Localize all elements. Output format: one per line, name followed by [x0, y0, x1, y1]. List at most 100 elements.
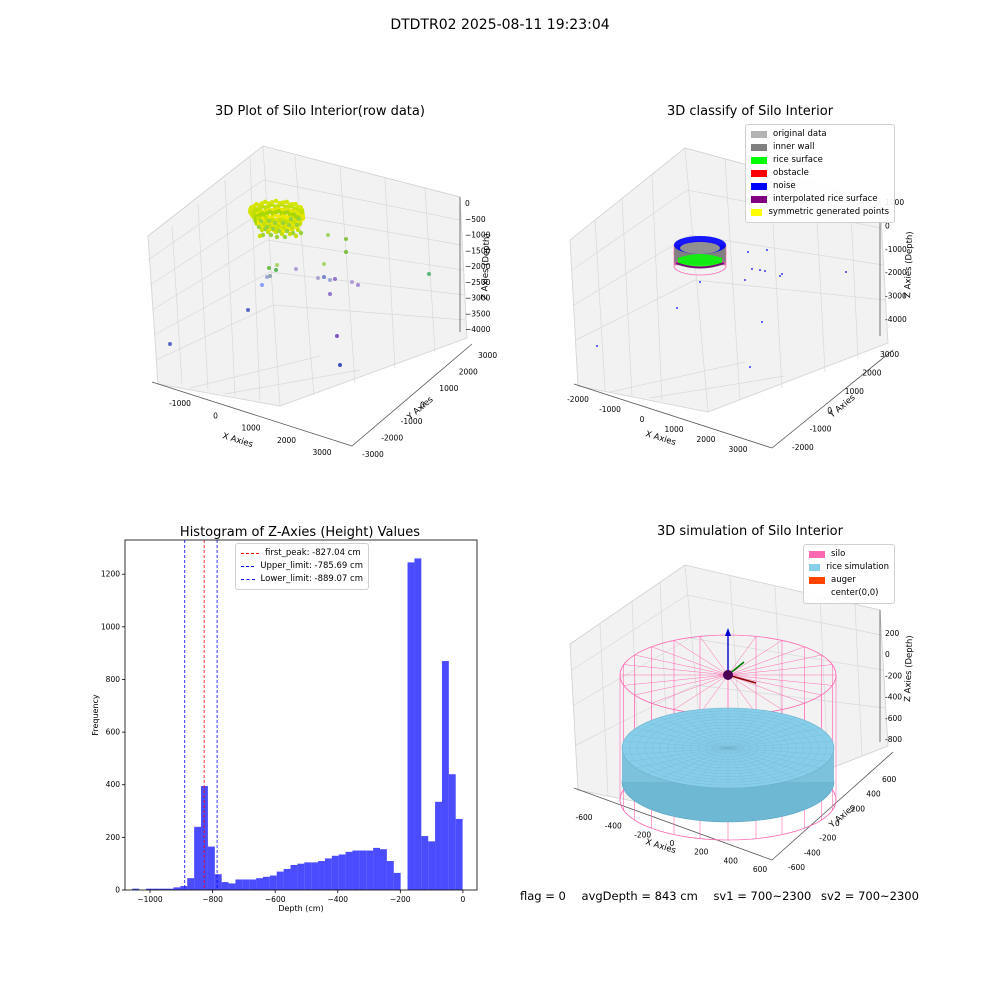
surface-point [263, 215, 269, 221]
rice-mesh-spoke [628, 747, 729, 762]
histogram-bar [345, 851, 353, 890]
x-tick-label: 0 [461, 895, 466, 904]
histogram-x-axis-label: Depth (cm) [278, 904, 323, 913]
histogram-bar [448, 774, 456, 890]
noise-point [845, 271, 847, 273]
rice-mesh-spoke [646, 747, 729, 774]
histogram-bar [331, 855, 339, 890]
legend-label: auger [831, 575, 856, 585]
rice-mesh-spoke [691, 710, 729, 749]
legend-entry: center(0,0) [809, 587, 889, 600]
scatter-point [344, 237, 348, 241]
rice-mesh-spoke [659, 717, 729, 749]
surface-point [274, 234, 280, 240]
silo-top-spoke [727, 636, 757, 676]
simulation-panel-title: 3D simulation of Silo Interior [657, 524, 843, 539]
raw-surface-cluster [247, 198, 306, 240]
surface-point [284, 199, 289, 204]
raw-data-panel: 3D Plot of Silo Interior(row data) [130, 100, 510, 470]
classify-y-tick-label: 1000 [845, 387, 864, 396]
figure-title: DTDTR02 2025-08-11 19:23:04 [390, 17, 610, 33]
x-tick-label: −800 [202, 895, 223, 904]
histogram-bar [455, 818, 463, 890]
histogram-bar [386, 861, 394, 890]
surface-point [279, 231, 285, 237]
rice-mesh-spoke [727, 747, 820, 769]
raw-x-axis-label: X Axies [221, 431, 254, 450]
histogram-bar [393, 872, 401, 890]
classify-cylinder-inner [680, 242, 720, 254]
rice-mesh-spoke [674, 713, 729, 749]
histogram-bar [180, 886, 188, 890]
raw-z-tick-label: −1500 [465, 246, 491, 255]
histogram-x-ticks: −1000 −800 −600 −400 −200 0 [137, 890, 466, 904]
legend-entry: noise [751, 180, 889, 193]
surface-point [294, 222, 300, 228]
rice-mesh-spoke [636, 747, 729, 769]
silo-top-spoke [623, 674, 729, 686]
classify-silo-object [673, 236, 727, 276]
histogram-bar [290, 865, 298, 890]
legend-entry: auger [809, 574, 889, 587]
scatter-point [275, 263, 279, 267]
classify-y-tick-label: -2000 [792, 443, 814, 452]
scatter-point [294, 267, 298, 271]
legend-label: interpolated rice surface [773, 194, 878, 204]
silo-top-spoke [651, 646, 729, 676]
legend-swatch [809, 590, 825, 597]
auger-z-arrowhead [725, 628, 731, 636]
legend-entry: interpolated rice surface [751, 193, 889, 206]
raw-z-tick-label: −3500 [465, 309, 491, 318]
simulation-panel: 3D simulation of Silo Interior -600- [560, 520, 940, 880]
x-tick-label: −600 [265, 895, 286, 904]
simulation-z-tick-label: -600 [885, 714, 902, 723]
histogram-bar [435, 801, 442, 890]
histogram-chart[interactable]: −1000 −800 −600 −400 −200 0 0 200 400 600 800 1000… [70, 520, 490, 920]
scatter-point [356, 283, 360, 287]
noise-point [676, 307, 678, 309]
rice-mesh-spoke [691, 747, 729, 786]
simulation-z-tick-label: -800 [885, 735, 902, 744]
classify-z-tick-label: 0 [885, 221, 890, 230]
raw-x-tick-label: 0 [213, 411, 218, 420]
histogram-bars [132, 558, 463, 890]
scatter-point [350, 280, 354, 284]
surface-point [263, 199, 268, 204]
center-point [723, 670, 733, 680]
noise-point [764, 270, 766, 272]
noise-point [744, 279, 746, 281]
surface-point [259, 201, 265, 206]
simulation-y-tick-label: 0 [835, 819, 840, 828]
histogram-bar [441, 661, 449, 890]
histogram-bar [380, 849, 387, 890]
histogram-bar [228, 883, 236, 890]
classify-y-tick-label: 0 [827, 406, 832, 415]
raw-x-tick-label: -1000 [169, 399, 191, 408]
histogram-bar [338, 854, 346, 890]
surface-point [300, 214, 306, 219]
classify-x-tick-label: 2000 [696, 435, 715, 444]
avg-depth-value: avgDepth = 843 cm [581, 889, 698, 903]
legend-entry: obstacle [751, 167, 889, 180]
rice-mesh-spoke [727, 747, 782, 783]
surface-point [277, 217, 283, 223]
rice-mesh-spoke [727, 708, 747, 749]
histogram-plot-frame [124, 539, 478, 891]
classify-y-tick-label: -1000 [810, 424, 832, 433]
legend-label: original data [773, 129, 827, 139]
simulation-y-tick-label: 400 [866, 790, 881, 799]
raw-back-pane [147, 145, 468, 407]
y-tick-label: 200 [106, 833, 121, 842]
classify-x-tick-label: -1000 [599, 405, 621, 414]
scatter-point [326, 233, 330, 237]
histogram-bar [421, 836, 429, 890]
legend-line-swatch [241, 579, 255, 580]
simulation-z-tick-label: 0 [885, 650, 890, 659]
legend-label: silo [831, 549, 846, 559]
noise-point [749, 366, 751, 368]
rice-mesh-spoke [727, 717, 797, 749]
histogram-bar [304, 862, 312, 890]
